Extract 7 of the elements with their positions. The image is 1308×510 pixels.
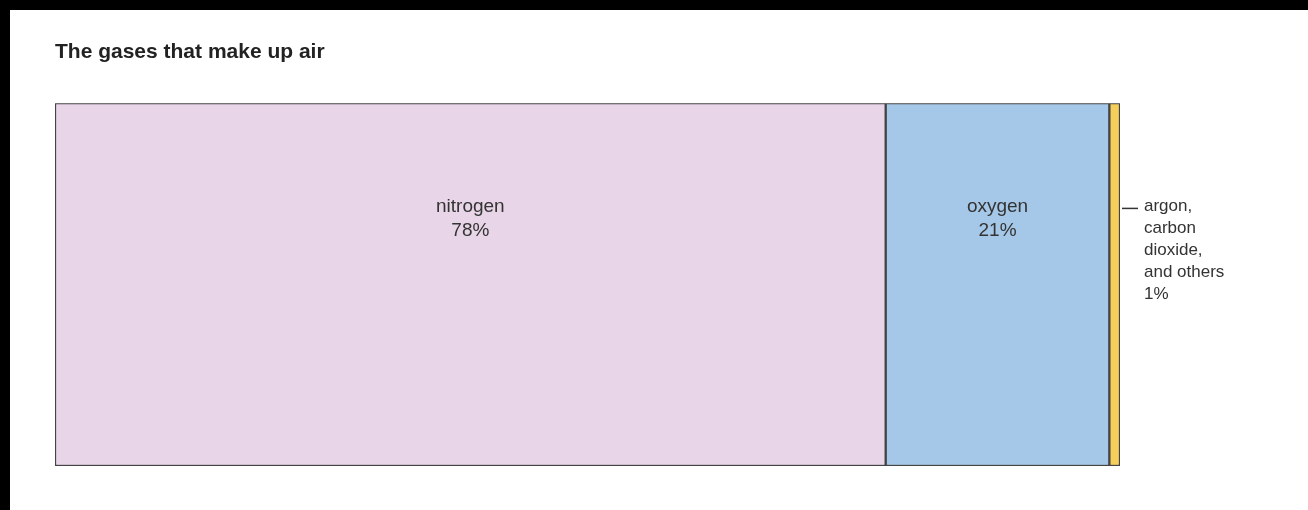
data-label: 1% xyxy=(1144,284,1169,304)
series-label: nitrogen xyxy=(436,194,505,216)
series-label: oxygen xyxy=(966,194,1029,216)
chart-title: The gases that make up air xyxy=(55,39,325,63)
series-label: argon, carbon dioxide, and others xyxy=(1144,196,1225,282)
data-label: 78% xyxy=(451,218,490,240)
data-label: 21% xyxy=(978,218,1017,240)
